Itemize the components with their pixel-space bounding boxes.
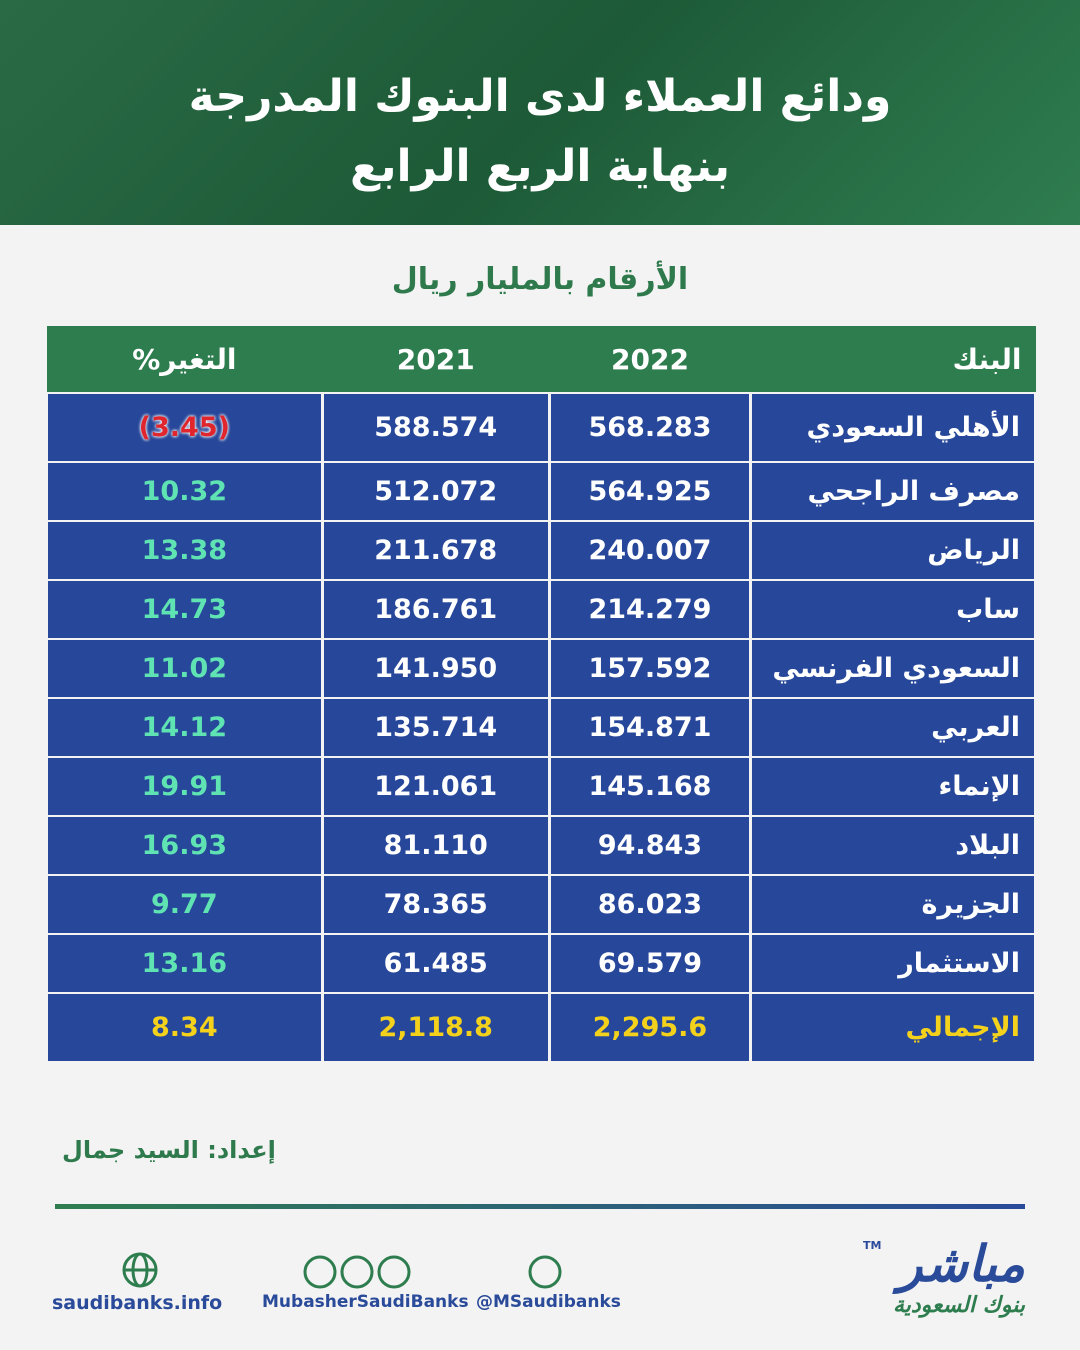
cell: 141.950 (320, 638, 551, 699)
cell: 186.761 (320, 579, 551, 640)
column-header: التغير% (46, 326, 323, 393)
website: saudibanks.info (52, 1292, 223, 1314)
bank-name: الجزيرة (749, 874, 1037, 935)
table-row: العربي 154.871 135.714 14.12 (45, 697, 1037, 758)
cell: 214.279 (547, 579, 753, 640)
table-row: الإنماء 145.168 121.061 19.91 (45, 756, 1037, 817)
table-row: السعودي الفرنسي 157.592 141.950 11.02 (45, 638, 1037, 699)
cell: 588.574 (320, 392, 551, 463)
title: بنهاية الربع الرابع (349, 141, 731, 192)
bank-name: السعودي الفرنسي (749, 638, 1037, 699)
table: البنك 2022 2021 التغير% الأهلي السعودي 568.28… (45, 326, 1037, 1063)
table-row: ساب 214.279 186.761 14.73 (45, 579, 1037, 640)
cell: 69.579 (547, 933, 753, 994)
cell: (3.45) (45, 392, 324, 463)
cell: 157.592 (547, 638, 753, 699)
column-header: البنك (750, 326, 1036, 393)
subtitle: الأرقام بالمليار ريال (391, 262, 689, 297)
cell: 145.168 (547, 756, 753, 817)
bank-name: الرياض (749, 520, 1037, 581)
column-header: 2021 (322, 326, 550, 393)
table-row: الاستثمار 69.579 61.485 13.16 (45, 933, 1037, 994)
twitter: @MSaudibanks (476, 1292, 621, 1312)
cell: 9.77 (45, 874, 324, 935)
bank-name: الإنماء (749, 756, 1037, 817)
logo-tm: TM (862, 1239, 882, 1252)
cell: 2,118.8 (320, 992, 551, 1063)
social: MubasherSaudiBanks (262, 1292, 469, 1312)
cell: 135.714 (320, 697, 551, 758)
cell: 13.16 (45, 933, 324, 994)
cell: 19.91 (45, 756, 324, 817)
bank-name: الاستثمار (749, 933, 1037, 994)
cell: 78.365 (320, 874, 551, 935)
cell: 11.02 (45, 638, 324, 699)
header: ودائع العملاء لدى البنوك المدرجة بنهاية … (0, 0, 1080, 225)
icons (122, 1252, 562, 1289)
table-row: الرياض 240.007 211.678 13.38 (45, 520, 1037, 581)
cell: 568.283 (547, 392, 753, 463)
logo: مباشر بنوك السعودية TM (863, 1235, 1025, 1318)
cell: 81.110 (320, 815, 551, 876)
cell: 61.485 (320, 933, 551, 994)
cell: 564.925 (547, 461, 753, 522)
cell: 94.843 (547, 815, 753, 876)
logo-main: مباشر (898, 1235, 1025, 1293)
bank-name: البلاد (749, 815, 1037, 876)
bank-name: ساب (749, 579, 1037, 640)
table-row: الإجمالي 2,295.6 2,118.8 8.34 (45, 992, 1037, 1063)
cell: 8.34 (45, 992, 324, 1063)
cell: 86.023 (547, 874, 753, 935)
cell: 10.32 (45, 461, 324, 522)
divider (55, 1204, 1025, 1209)
credit: إعداد: السيد جمال (62, 1136, 276, 1164)
bank-name: العربي (749, 697, 1037, 758)
cell: 211.678 (320, 520, 551, 581)
table-row: الأهلي السعودي 568.283 588.574 (3.45) (45, 392, 1037, 463)
cell: 16.93 (45, 815, 324, 876)
cell: 13.38 (45, 520, 324, 581)
table-row: مصرف الراجحي 564.925 512.072 10.32 (45, 461, 1037, 522)
cell: 14.12 (45, 697, 324, 758)
bank-name: الإجمالي (749, 992, 1037, 1063)
bank-name: الأهلي السعودي (749, 392, 1037, 463)
cell: 2,295.6 (547, 992, 753, 1063)
title: ودائع العملاء لدى البنوك المدرجة (188, 71, 892, 122)
bank-name: مصرف الراجحي (749, 461, 1037, 522)
cell: 512.072 (320, 461, 551, 522)
cell: 14.73 (45, 579, 324, 640)
table-row: الجزيرة 86.023 78.365 9.77 (45, 874, 1037, 935)
cell: 121.061 (320, 756, 551, 817)
logo-sub: بنوك السعودية (892, 1293, 1025, 1318)
column-header: 2022 (549, 326, 751, 393)
cell: 154.871 (547, 697, 753, 758)
cell: 240.007 (547, 520, 753, 581)
table-row: البلاد 94.843 81.110 16.93 (45, 815, 1037, 876)
